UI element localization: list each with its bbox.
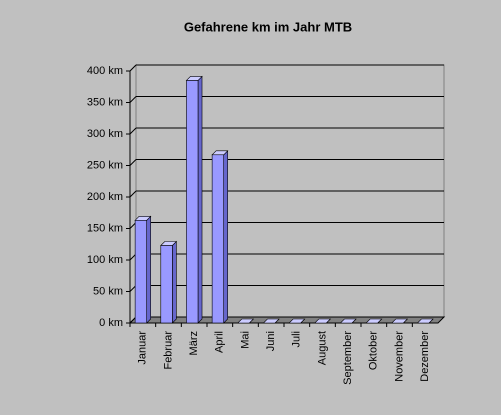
- grid-line-depth: [129, 96, 137, 103]
- bar-top: [339, 318, 357, 324]
- x-tick-label: August: [316, 331, 328, 365]
- bar-top: [314, 318, 332, 324]
- bar-side: [223, 150, 228, 324]
- y-tick-label: 0 km: [99, 317, 123, 329]
- x-tick-label: November: [393, 331, 405, 382]
- bar-top: [391, 318, 409, 324]
- x-tick-label: Juni: [265, 331, 277, 351]
- y-tick-label: 250 km: [87, 159, 123, 171]
- x-tick-label: Oktober: [368, 331, 380, 370]
- bar: [211, 154, 224, 324]
- y-tick-label: 50 km: [93, 285, 123, 297]
- bar-top: [262, 318, 280, 324]
- x-tick-label: Januar: [137, 331, 149, 365]
- chart-title: Gefahrene km im Jahr MTB: [184, 19, 352, 34]
- bar-top: [365, 318, 383, 324]
- x-tick-label: März: [188, 331, 200, 355]
- x-tick-label: Februar: [162, 331, 174, 370]
- y-tick-label: 150 km: [87, 222, 123, 234]
- y-tick-label: 100 km: [87, 254, 123, 266]
- grid-line-depth: [129, 64, 137, 72]
- grid-line-depth: [129, 159, 137, 166]
- grid-line-depth: [129, 190, 137, 198]
- bar: [134, 220, 147, 324]
- x-tick-label: September: [342, 331, 354, 385]
- bar: [186, 80, 199, 324]
- bar-side: [146, 215, 151, 324]
- y-tick-label: 200 km: [87, 191, 123, 203]
- bar: [160, 245, 173, 324]
- bar-top: [288, 318, 306, 324]
- bar-top: [237, 318, 255, 324]
- y-tick-label: 300 km: [87, 128, 123, 140]
- y-tick-label: 350 km: [87, 96, 123, 108]
- bar-top: [416, 318, 434, 324]
- bar-side: [197, 75, 203, 324]
- bar-side: [172, 240, 177, 324]
- x-tick-label: Dezember: [419, 331, 431, 382]
- grid-line-depth: [129, 127, 137, 135]
- x-tick-label: April: [214, 331, 226, 353]
- x-tick-label: Mai: [239, 331, 251, 349]
- x-tick-label: Juli: [291, 331, 303, 348]
- y-tick-label: 400 km: [87, 65, 123, 77]
